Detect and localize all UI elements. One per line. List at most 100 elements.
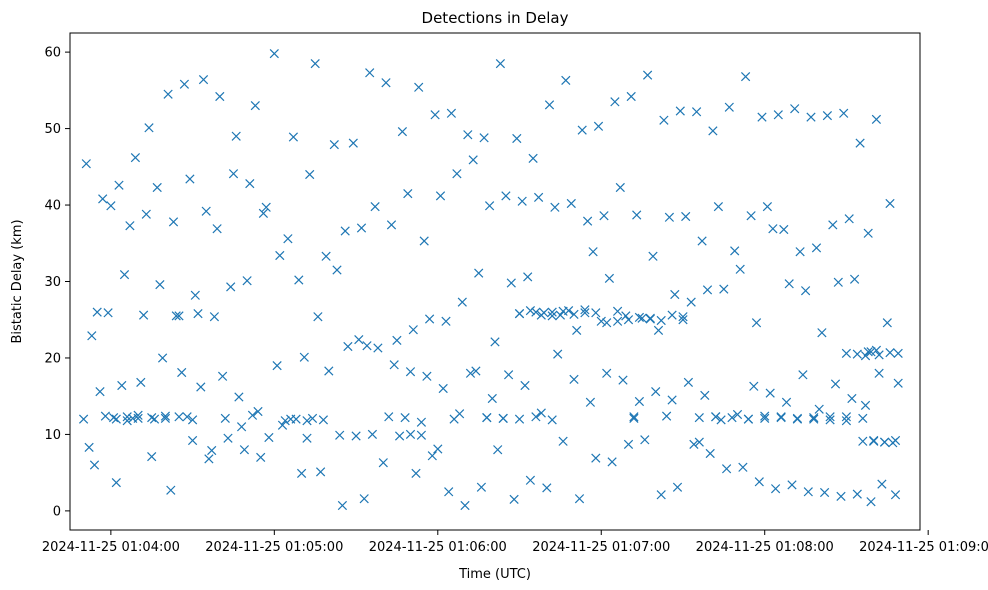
detection-marker <box>438 383 448 394</box>
y-tick-label: 0 <box>53 504 61 519</box>
detection-marker <box>220 413 230 424</box>
detection-marker <box>446 108 457 118</box>
detection-marker <box>332 265 342 275</box>
detection-marker <box>87 331 97 341</box>
y-tick-label: 60 <box>44 46 61 61</box>
detection-marker <box>708 126 718 136</box>
detection-marker <box>217 371 228 381</box>
detection-marker <box>108 412 119 423</box>
detection-marker <box>762 201 773 212</box>
detection-marker <box>160 411 171 421</box>
detection-marker <box>168 217 179 227</box>
detection-marker <box>667 310 677 320</box>
detection-marker <box>836 491 846 502</box>
detection-marker <box>705 448 715 459</box>
detection-marker <box>686 297 696 307</box>
detection-marker <box>879 437 890 447</box>
detection-marker <box>664 212 675 222</box>
detection-marker <box>378 458 388 468</box>
detection-marker <box>354 334 364 345</box>
detection-marker <box>517 196 527 206</box>
detection-marker <box>405 367 416 377</box>
x-tick-label: 2024-11-25 01:05:00 <box>205 540 343 555</box>
detection-marker <box>514 308 525 319</box>
detection-marker <box>757 112 767 122</box>
detection-marker <box>817 328 827 338</box>
detection-marker <box>795 247 805 257</box>
detection-marker <box>602 368 612 378</box>
detection-marker <box>547 415 557 425</box>
detection-marker <box>727 412 737 423</box>
detection-marker <box>160 413 171 424</box>
detection-marker <box>147 451 157 462</box>
detection-marker <box>697 236 707 246</box>
detection-marker <box>288 132 299 142</box>
detection-marker <box>416 430 427 440</box>
detection-marker <box>261 202 271 212</box>
detection-marker <box>830 379 841 389</box>
detection-marker <box>645 314 655 324</box>
x-tick-label: 2024-11-25 01:06:00 <box>369 540 507 555</box>
y-tick-label: 50 <box>44 122 61 137</box>
detection-marker <box>683 377 694 388</box>
detection-marker <box>487 393 497 404</box>
detection-marker <box>811 243 822 253</box>
detection-marker <box>490 337 500 347</box>
detection-marker <box>520 380 530 391</box>
detection-marker <box>618 375 628 385</box>
detection-marker <box>803 487 813 497</box>
detection-marker <box>531 307 541 317</box>
detection-marker <box>228 169 239 179</box>
detection-marker <box>632 210 642 220</box>
detection-marker <box>111 414 121 424</box>
detection-marker <box>130 152 141 163</box>
detection-marker <box>359 494 369 504</box>
detection-marker <box>874 350 884 360</box>
detection-marker <box>310 58 320 69</box>
detection-marker <box>768 224 778 234</box>
detection-marker <box>144 123 154 133</box>
detection-marker <box>509 494 519 505</box>
detection-marker <box>841 416 852 426</box>
detection-marker <box>784 279 794 289</box>
detection-marker <box>694 412 704 423</box>
detection-marker <box>506 278 516 288</box>
detection-marker <box>858 413 868 424</box>
detection-marker <box>512 133 522 144</box>
detection-marker <box>204 454 214 464</box>
detection-marker <box>893 378 903 388</box>
detection-marker <box>612 306 623 316</box>
detection-marker <box>444 487 454 497</box>
detection-marker <box>588 247 598 257</box>
detection-marker <box>533 192 544 203</box>
detection-marker <box>681 211 691 222</box>
detection-marker <box>294 275 304 285</box>
detection-marker <box>136 377 146 388</box>
detection-marker <box>198 74 209 85</box>
detection-marker <box>226 282 236 292</box>
detection-marker <box>844 214 854 224</box>
detection-marker <box>231 131 241 141</box>
detection-marker <box>318 415 329 425</box>
detection-marker <box>553 349 563 359</box>
detection-marker <box>422 371 432 381</box>
detection-marker <box>250 100 260 111</box>
detection-marker <box>452 169 462 179</box>
detection-marker <box>735 264 745 274</box>
detection-marker <box>869 436 879 446</box>
detection-marker <box>307 413 318 424</box>
detection-marker <box>659 115 669 125</box>
detection-marker <box>503 370 514 380</box>
detection-marker <box>122 416 132 426</box>
detection-marker <box>877 479 887 489</box>
detection-marker <box>550 202 560 212</box>
detection-marker <box>414 82 424 92</box>
detection-marker <box>577 125 587 135</box>
detection-marker <box>245 178 255 189</box>
detection-marker <box>678 315 688 325</box>
y-tick-label: 20 <box>44 351 61 366</box>
detection-marker <box>675 106 685 116</box>
detection-marker <box>78 414 89 424</box>
detection-marker <box>572 325 582 336</box>
detection-marker <box>373 343 383 353</box>
